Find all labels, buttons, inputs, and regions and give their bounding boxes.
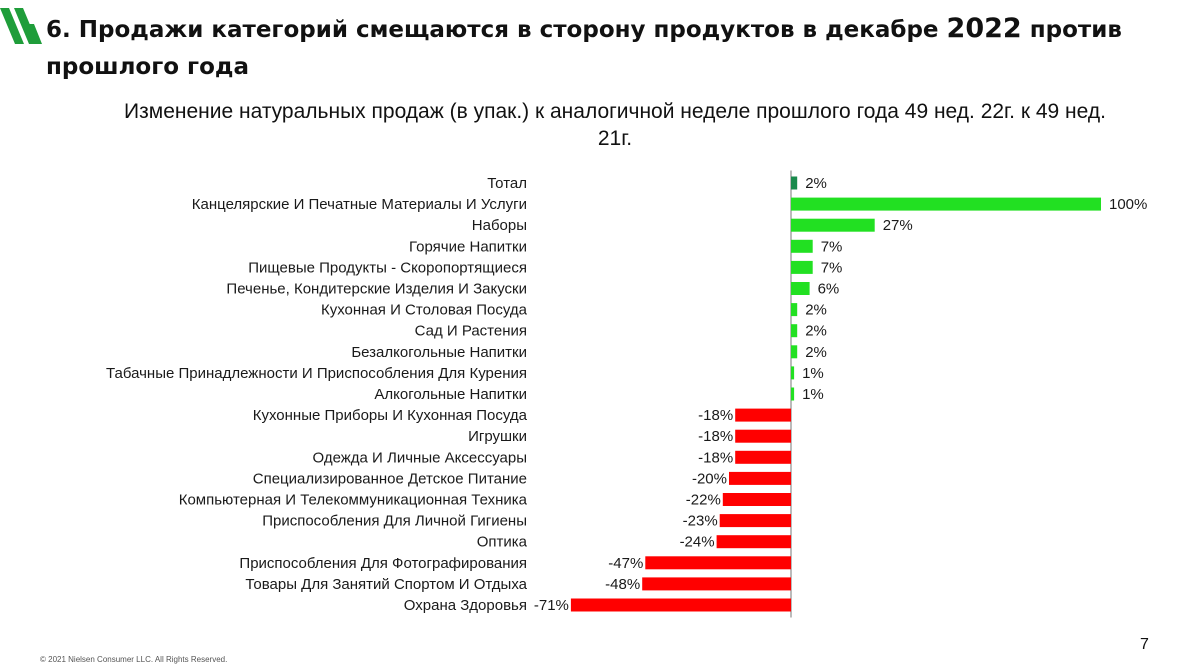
- bar: [791, 239, 813, 253]
- bar: [645, 556, 791, 570]
- data-label: 100%: [1109, 196, 1147, 213]
- bar: [791, 197, 1101, 211]
- bar: [719, 514, 791, 528]
- category-label: Табачные Принадлежности И Приспособления…: [106, 365, 527, 382]
- bar: [735, 429, 791, 443]
- data-label: 2%: [805, 344, 827, 361]
- category-label: Тотал: [487, 175, 527, 192]
- data-label: -18%: [698, 449, 733, 466]
- category-label: Канцелярские И Печатные Материалы И Услу…: [192, 196, 527, 213]
- bar: [791, 282, 810, 295]
- data-label: -47%: [608, 555, 643, 572]
- category-label: Специализированное Детское Питание: [253, 470, 527, 487]
- bar: [729, 471, 791, 485]
- category-label: Алкогольные Напитки: [374, 386, 527, 403]
- page-number: 7: [1140, 636, 1149, 653]
- data-label: 1%: [802, 365, 824, 382]
- data-label: -24%: [680, 534, 715, 551]
- slide-title-year: 2022: [946, 13, 1022, 44]
- category-label: Кухонные Приборы И Кухонная Посуда: [253, 407, 528, 424]
- category-label: Одежда И Личные Аксессуары: [313, 449, 528, 466]
- category-label: Оптика: [477, 534, 528, 551]
- bar: [735, 450, 791, 464]
- chart-title: Изменение натуральных продаж (в упак.) к…: [124, 100, 1106, 150]
- category-label: Приспособления Для Фотографирования: [239, 555, 527, 572]
- category-label: Охрана Здоровья: [404, 597, 527, 614]
- category-label: Кухонная И Столовая Посуда: [321, 302, 528, 319]
- bar: [791, 176, 798, 190]
- category-label: Наборы: [472, 217, 527, 234]
- slide-title-part2: против прошлого года: [46, 17, 1122, 80]
- data-label: 6%: [818, 281, 840, 298]
- category-label: Пищевые Продукты - Скоропортящиеся: [248, 259, 527, 276]
- data-label: 2%: [805, 302, 827, 319]
- data-label: 2%: [805, 323, 827, 340]
- nielsen-logo-icon: [0, 8, 42, 44]
- category-label: Печенье, Кондитерские Изделия И Закуски: [226, 281, 527, 298]
- slide-title: 6. Продажи категорий смещаются в сторону…: [46, 10, 1166, 86]
- bar: [791, 345, 798, 359]
- copyright-text: © 2021 Nielsen Consumer LLC. All Rights …: [40, 655, 228, 664]
- bar: [722, 493, 791, 506]
- bar: [716, 535, 791, 549]
- category-label: Приспособления Для Личной Гигиены: [262, 513, 527, 530]
- category-label: Игрушки: [468, 428, 527, 445]
- data-label: 7%: [821, 259, 843, 276]
- data-label: 27%: [883, 217, 913, 234]
- bar: [570, 598, 791, 612]
- data-label: -48%: [605, 576, 640, 593]
- bar: [791, 260, 813, 274]
- data-label: -18%: [698, 428, 733, 445]
- category-label: Сад И Растения: [415, 323, 527, 340]
- category-label: Безалкогольные Напитки: [351, 344, 527, 361]
- bar: [791, 387, 795, 401]
- data-label: -23%: [683, 513, 718, 530]
- bar: [791, 324, 798, 338]
- slide-title-part1: 6. Продажи категорий смещаются в сторону…: [46, 17, 947, 43]
- bar: [791, 366, 795, 380]
- category-label: Товары Для Занятий Спортом И Отдыха: [245, 576, 527, 593]
- data-label: -20%: [692, 470, 727, 487]
- bar: [735, 408, 791, 422]
- data-label: -22%: [686, 492, 721, 509]
- data-label: -18%: [698, 407, 733, 424]
- data-label: 1%: [802, 386, 824, 403]
- category-label: Компьютерная И Телекоммуникационная Техн…: [179, 492, 528, 509]
- data-label: -71%: [534, 597, 569, 614]
- bar: [791, 303, 798, 317]
- bar: [791, 218, 875, 232]
- category-label: Горячие Напитки: [409, 238, 527, 255]
- bar: [642, 577, 791, 591]
- data-label: 7%: [821, 238, 843, 255]
- data-label: 2%: [805, 175, 827, 192]
